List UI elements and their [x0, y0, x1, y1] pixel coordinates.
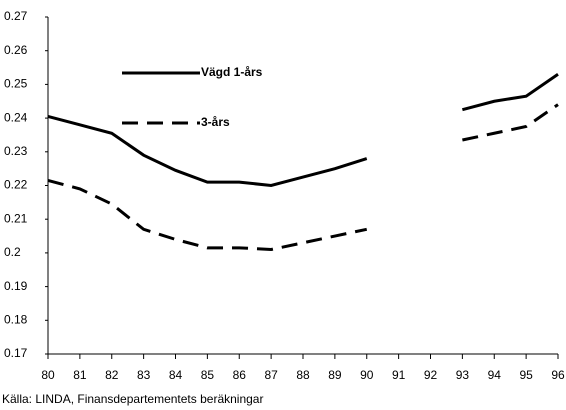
legend-label: Vägd 1-års: [201, 65, 263, 79]
y-tick-label: 0.26: [4, 43, 28, 57]
y-tick-label: 0.25: [4, 77, 28, 91]
x-tick-label: 92: [424, 368, 438, 382]
x-tick-label: 85: [201, 368, 215, 382]
series-line: [47, 103, 559, 252]
x-tick-label: 89: [328, 368, 342, 382]
y-tick-label: 0.18: [4, 312, 28, 326]
y-tick-label: 0.23: [4, 144, 28, 158]
x-tick-label: 91: [392, 368, 406, 382]
y-tick-label: 0.21: [4, 211, 28, 225]
x-tick-label: 90: [360, 368, 374, 382]
x-tick-label: 84: [169, 368, 183, 382]
x-tick-label: 81: [73, 368, 87, 382]
x-tick-label: 88: [296, 368, 310, 382]
y-tick-label: 0.27: [4, 9, 28, 23]
y-tick-label: 0.17: [4, 346, 28, 360]
legend-label: 3-års: [201, 115, 230, 129]
y-tick-label: 0.2: [4, 245, 21, 259]
y-tick-label: 0.24: [4, 110, 28, 124]
x-tick-label: 82: [105, 368, 119, 382]
y-tick-label: 0.19: [4, 279, 28, 293]
series-line: [47, 73, 559, 188]
x-tick-label: 96: [551, 368, 565, 382]
y-tick-label: 0.22: [4, 178, 28, 192]
x-tick-label: 80: [41, 368, 55, 382]
x-tick-label: 87: [264, 368, 278, 382]
source-note: Källa: LINDA, Finansdepartementets beräk…: [2, 392, 263, 406]
x-tick-label: 86: [233, 368, 247, 382]
x-tick-label: 94: [488, 368, 502, 382]
x-tick-label: 83: [137, 368, 151, 382]
x-tick-label: 95: [519, 368, 533, 382]
x-tick-label: 93: [456, 368, 470, 382]
